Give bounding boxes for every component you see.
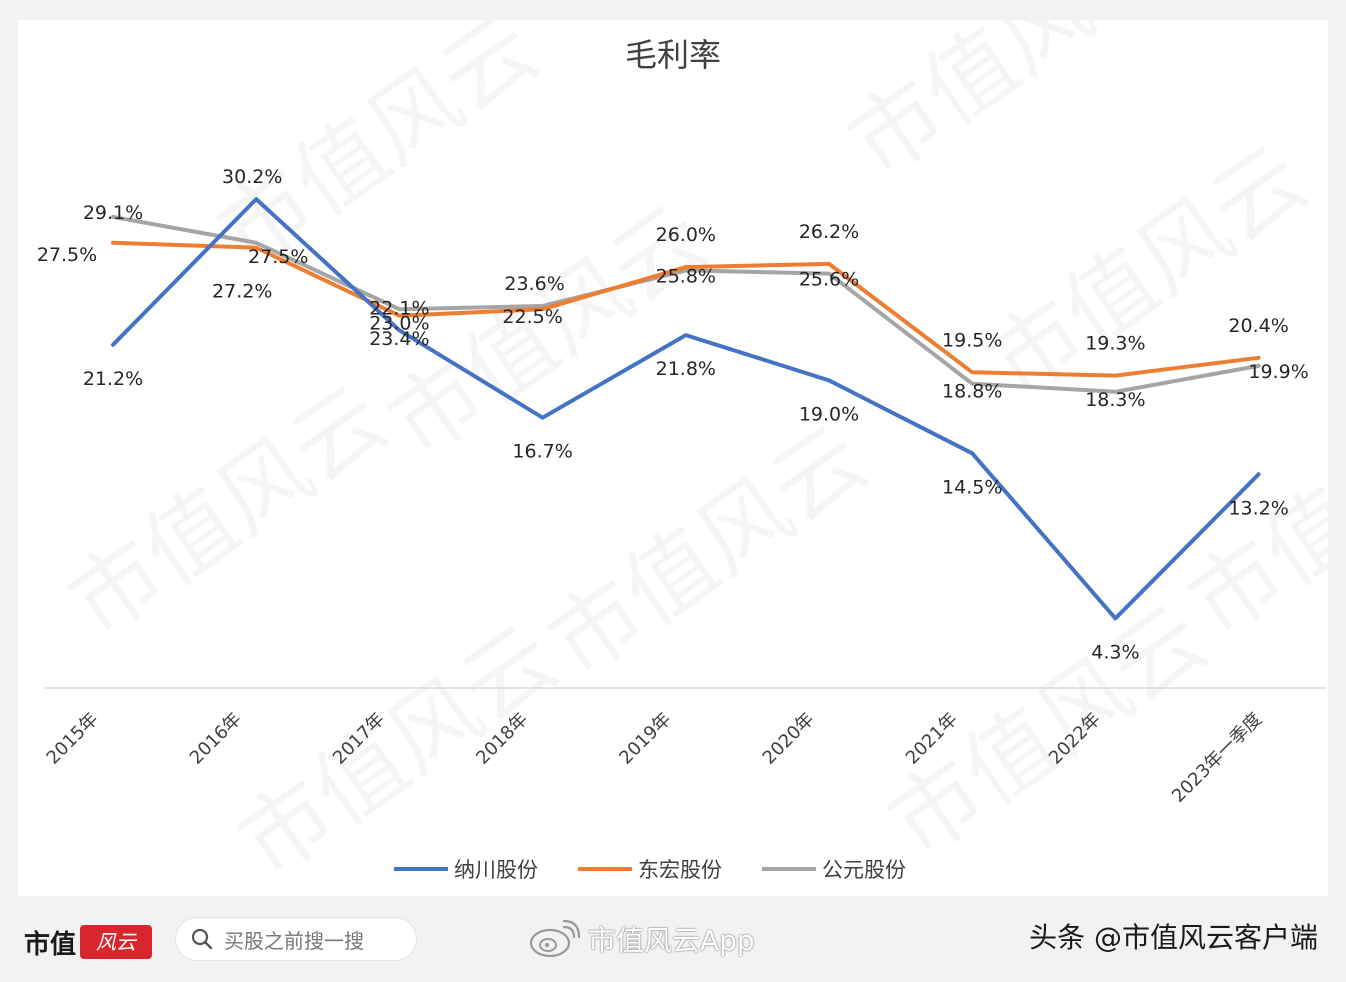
x-tick-label: 2023年一季度 [1168, 709, 1266, 807]
watermark-text: 市值风云 [530, 406, 885, 698]
data-label: 18.8% [942, 381, 1002, 403]
x-tick-label: 2020年 [759, 709, 819, 769]
data-label: 25.8% [656, 265, 716, 287]
data-label: 19.9% [1248, 361, 1308, 383]
legend-label: 东宏股份 [638, 858, 722, 882]
search-icon [191, 928, 213, 950]
legend-label: 纳川股份 [454, 858, 538, 882]
series-line-1 [111, 240, 1261, 378]
series-layer [111, 197, 1261, 621]
data-label: 23.4% [369, 328, 429, 350]
data-label: 21.8% [656, 358, 716, 380]
weibo-text: 市值风云App [588, 924, 755, 957]
data-label: 19.5% [942, 329, 1002, 351]
series-line-2 [111, 214, 1261, 394]
data-label: 25.6% [799, 269, 859, 291]
data-label: 23.0% [369, 313, 429, 335]
data-label: 16.7% [512, 441, 572, 463]
data-label: 22.5% [502, 306, 562, 328]
data-label: 4.3% [1091, 641, 1139, 663]
data-label: 13.2% [1228, 497, 1288, 519]
x-tick-label: 2019年 [615, 709, 675, 769]
brand-logo[interactable]: 市值 风云 [24, 922, 153, 962]
data-label: 27.5% [248, 246, 308, 268]
data-label: 27.5% [37, 244, 97, 266]
legend: 纳川股份 东宏股份 公元股份 [394, 858, 906, 882]
legend-label: 公元股份 [822, 858, 906, 882]
data-label: 29.1% [83, 202, 143, 224]
watermark-text: 市值风云 [220, 606, 575, 896]
watermark-text: 市值风云 [50, 366, 405, 658]
data-label: 23.6% [504, 273, 564, 295]
watermark-text: 市值风云 [830, 20, 1185, 198]
watermark-layer: 市值风云市值风云市值风云市值风云市值风云市值风云市值风云市值风云市值风云 [50, 20, 1328, 896]
line-chart: 市值风云市值风云市值风云市值风云市值风云市值风云市值风云市值风云市值风云 毛利率… [37, 20, 1328, 896]
data-label: 18.3% [1085, 389, 1145, 411]
series-line-0 [111, 197, 1261, 621]
data-label: 27.2% [212, 281, 272, 303]
data-label: 30.2% [222, 166, 282, 188]
x-tick-label: 2016年 [186, 709, 246, 769]
search-placeholder: 买股之前搜一搜 [224, 928, 364, 953]
data-label: 21.2% [83, 368, 143, 390]
data-label: 22.1% [369, 297, 429, 319]
data-label: 14.5% [942, 476, 1002, 498]
brand-seal-logo: 风云 [80, 925, 153, 959]
data-label: 26.0% [656, 224, 716, 246]
weibo-watermark: 市值风云App [528, 916, 755, 962]
data-label: 26.2% [799, 221, 859, 243]
footer-bar: 市值 风云 买股之前搜一搜 市值风云App 头条 @市值风云客户端 [0, 896, 1346, 982]
chart-card: 市值风云市值风云市值风云市值风云市值风云市值风云市值风云市值风云市值风云 毛利率… [18, 20, 1328, 896]
weibo-icon [529, 919, 580, 958]
data-label-layer: 21.2% 30.2% 22.1% 16.7% 21.8% 19.0% 14.5% 4.3% 1… [37, 166, 1309, 663]
data-label: 20.4% [1228, 315, 1288, 337]
search-box[interactable]: 买股之前搜一搜 [176, 918, 416, 960]
data-label: 19.3% [1085, 333, 1145, 355]
brand-text: 市值 [24, 929, 77, 960]
toutiao-credit: 头条 @市值风云客户端 [1029, 921, 1318, 954]
x-tick-label: 2015年 [43, 709, 103, 769]
chart-title: 毛利率 [625, 36, 721, 74]
data-label: 19.0% [799, 403, 859, 425]
